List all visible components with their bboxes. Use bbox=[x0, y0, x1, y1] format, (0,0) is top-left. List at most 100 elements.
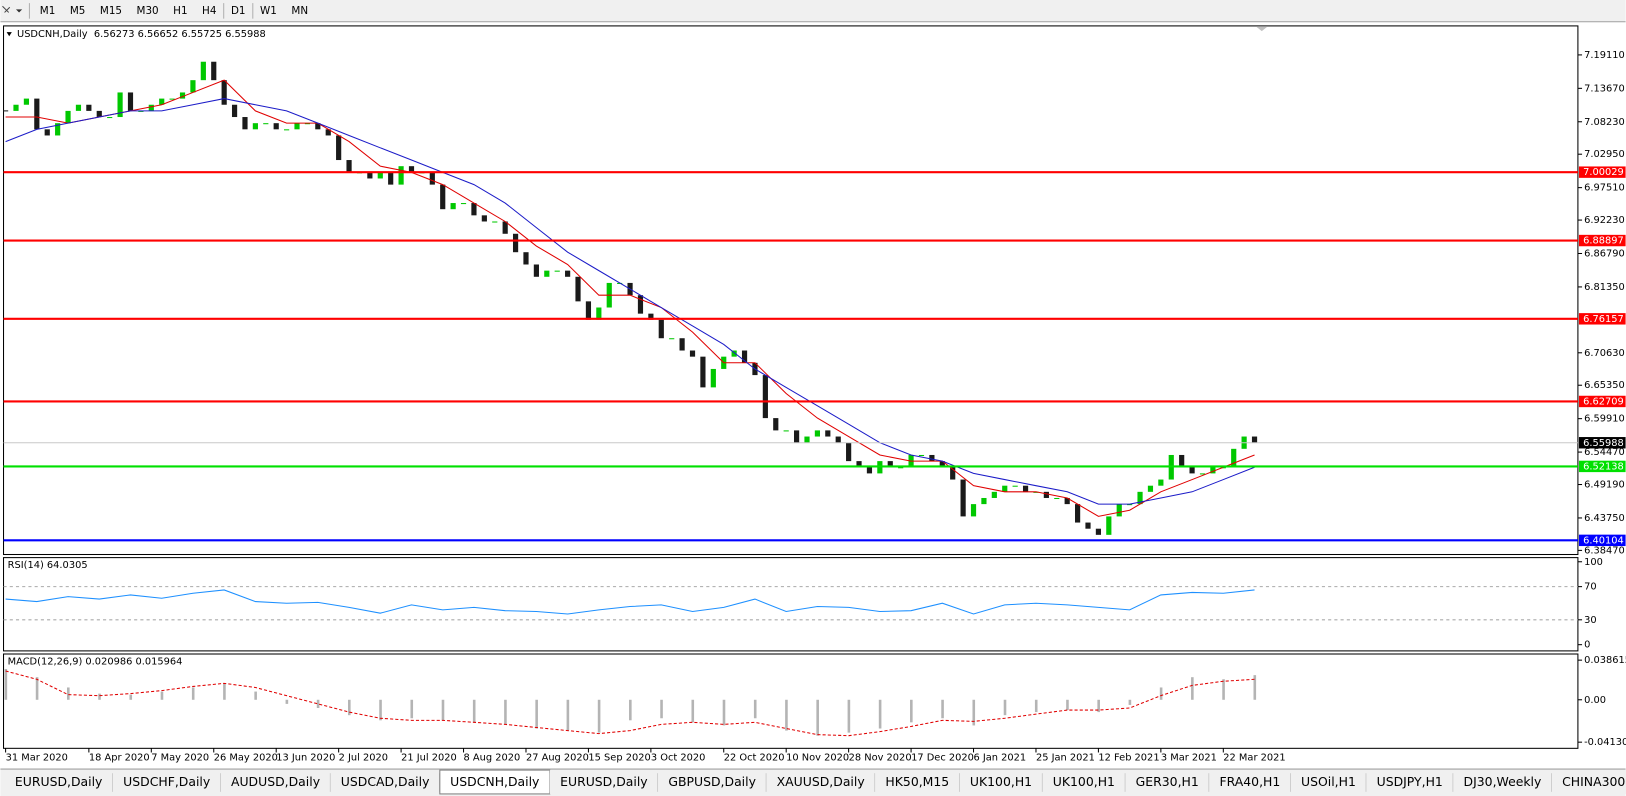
tab-label[interactable]: USDCAD,Daily bbox=[341, 774, 430, 789]
candle bbox=[1210, 467, 1216, 474]
timeframe-button[interactable]: M30 bbox=[137, 5, 159, 17]
timeframe-button[interactable]: M1 bbox=[40, 5, 56, 17]
candle bbox=[346, 160, 352, 173]
y-tick-label: 6.81350 bbox=[1584, 282, 1625, 293]
macd-histogram-bar bbox=[597, 699, 601, 733]
candle bbox=[814, 430, 820, 437]
level-price-box bbox=[1578, 234, 1626, 247]
tab-label[interactable]: GER30,H1 bbox=[1136, 774, 1199, 789]
candle bbox=[929, 454, 935, 462]
candle bbox=[1054, 497, 1060, 500]
timeframe-button[interactable]: H4 bbox=[202, 5, 217, 17]
x-tick-label: 22 Oct 2020 bbox=[724, 753, 785, 764]
tab[interactable] bbox=[112, 770, 221, 794]
timeframe-button[interactable]: W1 bbox=[260, 5, 277, 17]
macd-histogram-bar bbox=[878, 699, 882, 729]
candle bbox=[565, 270, 571, 277]
tab-label[interactable]: HK50,M15 bbox=[885, 774, 949, 789]
tab[interactable] bbox=[875, 770, 960, 794]
macd-panel bbox=[3, 653, 1579, 749]
candle bbox=[471, 203, 477, 216]
tab[interactable] bbox=[4, 770, 113, 794]
macd-histogram-bar bbox=[4, 668, 8, 700]
tab-label[interactable]: CHINA300,H1 bbox=[1562, 774, 1626, 789]
tab[interactable] bbox=[658, 770, 767, 794]
y-tick-label: 0 bbox=[1584, 640, 1590, 651]
candle bbox=[34, 98, 40, 130]
candle bbox=[1002, 485, 1008, 492]
level-price-label: 7.00029 bbox=[1583, 167, 1624, 178]
candle bbox=[1137, 491, 1143, 505]
level-price-label: 6.52138 bbox=[1583, 461, 1624, 472]
draw-tool-icon[interactable] bbox=[2, 5, 11, 13]
tab-label[interactable]: EURUSD,Daily bbox=[560, 774, 648, 789]
timeframe-button[interactable]: M5 bbox=[70, 5, 86, 17]
candle bbox=[1231, 448, 1237, 468]
tab-label[interactable]: USDCHF,Daily bbox=[123, 774, 210, 789]
y-tick-label: 30 bbox=[1584, 615, 1597, 626]
chart-shift-marker bbox=[1256, 26, 1267, 32]
candle bbox=[1043, 491, 1049, 498]
tab[interactable] bbox=[959, 770, 1043, 794]
macd-histogram-bar bbox=[535, 699, 538, 729]
candle bbox=[481, 215, 487, 222]
macd-histogram-bar bbox=[941, 699, 944, 719]
macd-histogram-bar bbox=[379, 699, 382, 721]
macd-histogram-bar bbox=[472, 699, 476, 723]
tab[interactable] bbox=[766, 770, 876, 794]
tab[interactable] bbox=[1042, 770, 1126, 794]
candle bbox=[1199, 473, 1206, 475]
indicator-title: RSI(14) 64.0305 bbox=[8, 560, 88, 571]
timeframe-button[interactable]: H1 bbox=[173, 5, 187, 17]
tab-label[interactable]: USDCNH,Daily bbox=[450, 774, 539, 789]
tab[interactable] bbox=[549, 770, 659, 794]
candle bbox=[148, 104, 154, 111]
timeframe-button[interactable]: D1 bbox=[231, 5, 246, 17]
level-price-label: 6.40104 bbox=[1583, 535, 1624, 546]
macd-histogram-bar bbox=[660, 699, 663, 719]
x-tick-label: 12 Feb 2021 bbox=[1098, 753, 1159, 764]
tab-label[interactable]: UK100,H1 bbox=[970, 774, 1032, 789]
candle bbox=[440, 184, 446, 210]
tab-label[interactable]: EURUSD,Daily bbox=[15, 774, 102, 789]
tab[interactable] bbox=[220, 770, 331, 794]
tab-label[interactable]: DJ30,Weekly bbox=[1464, 774, 1542, 789]
x-tick-label: 18 Apr 2020 bbox=[89, 753, 150, 764]
candle bbox=[221, 80, 227, 105]
x-tick-label: 3 Mar 2021 bbox=[1161, 753, 1217, 764]
macd-histogram-bar bbox=[98, 693, 101, 700]
tab[interactable] bbox=[1209, 770, 1291, 794]
tab[interactable] bbox=[1125, 770, 1210, 794]
macd-histogram-bar bbox=[722, 699, 726, 726]
rsi-line bbox=[5, 589, 1255, 615]
x-tick-label: 25 Jan 2021 bbox=[1036, 753, 1095, 764]
tab[interactable] bbox=[330, 770, 440, 794]
level-price-label: 6.76157 bbox=[1583, 314, 1624, 325]
tab[interactable] bbox=[1366, 770, 1454, 794]
tab[interactable] bbox=[1290, 770, 1367, 794]
macd-histogram-bar bbox=[910, 699, 913, 723]
x-tick-label: 22 Mar 2021 bbox=[1223, 753, 1285, 764]
timeframe-button[interactable]: MN bbox=[291, 5, 308, 17]
tab-label[interactable]: GBPUSD,Daily bbox=[668, 774, 756, 789]
candle bbox=[377, 172, 383, 179]
tab-label[interactable]: USDJPY,H1 bbox=[1377, 774, 1443, 789]
tab-label[interactable]: AUDUSD,Daily bbox=[231, 774, 320, 789]
tab-label[interactable]: UK100,H1 bbox=[1053, 774, 1115, 789]
tab[interactable] bbox=[1453, 770, 1552, 794]
x-tick-label: 26 May 2020 bbox=[214, 753, 278, 764]
symbol-menu-arrow[interactable] bbox=[6, 32, 12, 37]
tab[interactable] bbox=[1551, 770, 1626, 794]
macd-histogram-bar bbox=[1034, 699, 1038, 713]
tab-label[interactable]: USOil,H1 bbox=[1301, 774, 1356, 789]
y-tick-label: 6.92230 bbox=[1584, 215, 1625, 226]
tab-label[interactable]: FRA40,H1 bbox=[1220, 774, 1281, 789]
timeframe-button[interactable]: M15 bbox=[100, 5, 122, 17]
dropdown-arrow[interactable] bbox=[15, 9, 23, 13]
candle bbox=[398, 166, 404, 185]
candle bbox=[658, 319, 664, 339]
candle bbox=[1116, 504, 1122, 517]
candle bbox=[1085, 522, 1091, 529]
tab-label[interactable]: XAUUSD,Daily bbox=[777, 774, 865, 789]
main-panel bbox=[3, 25, 1579, 556]
